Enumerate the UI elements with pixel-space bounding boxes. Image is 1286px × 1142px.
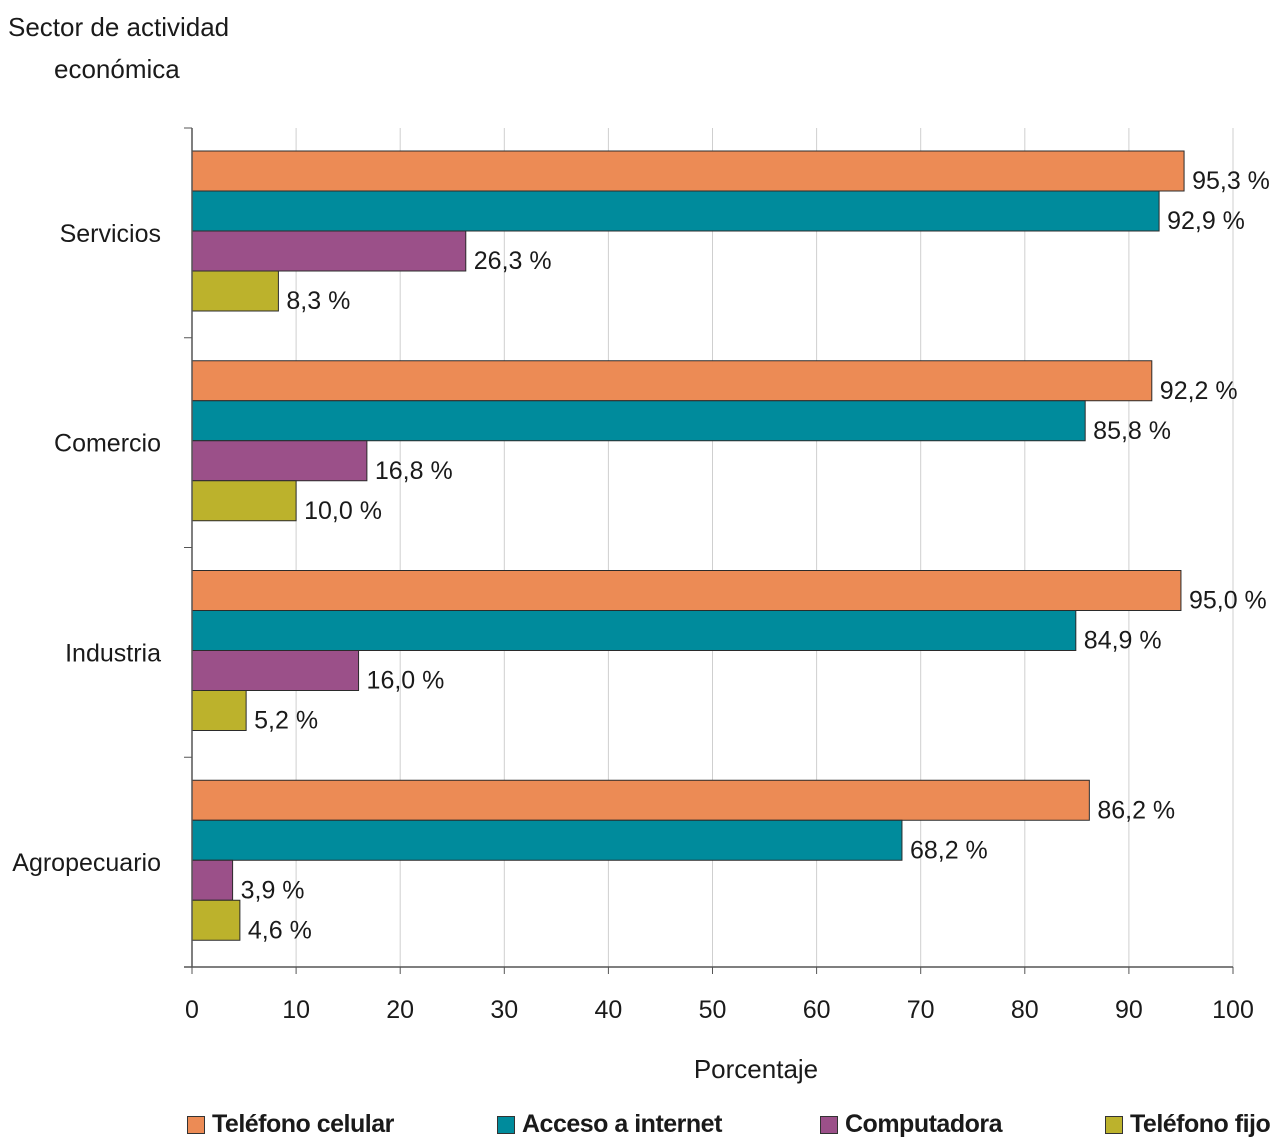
- category-label-agropecuario: Agropecuario: [12, 849, 161, 877]
- data-label-servicios-computadora: 26,3 %: [474, 247, 552, 275]
- x-tick-label-60: 60: [803, 996, 831, 1024]
- y-axis-title-line2: económica: [54, 54, 180, 84]
- bar-comercio-telefono-celular: [191, 360, 1153, 402]
- x-tick-label-80: 80: [1011, 996, 1039, 1024]
- x-tick-label-50: 50: [699, 996, 727, 1024]
- category-label-servicios: Servicios: [60, 220, 161, 248]
- x-tick-label-20: 20: [386, 996, 414, 1024]
- bar-agropecuario-telefono-celular: [191, 779, 1090, 821]
- data-label-comercio-telefono-fijo: 10,0 %: [304, 497, 382, 525]
- legend-swatch-telefono-celular: [187, 1115, 205, 1134]
- bar-industria-acceso-a-internet: [191, 610, 1077, 651]
- bar-industria-computadora: [191, 650, 360, 691]
- x-tick-label-30: 30: [490, 996, 518, 1024]
- x-axis-title: Porcentaje: [694, 1054, 818, 1084]
- bar-agropecuario-acceso-a-internet: [191, 819, 903, 861]
- legend-swatch-acceso-a-internet: [497, 1115, 515, 1134]
- legend-item-computadora: Computadora: [820, 1110, 1003, 1139]
- data-label-comercio-acceso-a-internet: 85,8 %: [1093, 417, 1171, 445]
- data-label-industria-computadora: 16,0 %: [367, 667, 445, 695]
- data-label-industria-telefono-celular: 95,0 %: [1189, 587, 1267, 615]
- data-label-industria-telefono-fijo: 5,2 %: [254, 707, 318, 735]
- bar-servicios-telefono-fijo: [191, 270, 279, 312]
- data-label-industria-acceso-a-internet: 84,9 %: [1084, 627, 1162, 655]
- legend: Teléfono celular Acceso a internet Compu…: [0, 1106, 1286, 1142]
- legend-item-telefono-fijo: Teléfono fijo: [1105, 1110, 1271, 1139]
- y-axis-title-line1: Sector de actividad: [8, 12, 229, 42]
- data-label-comercio-telefono-celular: 92,2 %: [1160, 377, 1238, 405]
- axes: 0 10 20 30 40 50 60 70 80 90 100 Servicios Comercio I…: [12, 127, 1254, 1024]
- category-label-comercio: Comercio: [54, 430, 161, 458]
- data-label-comercio-computadora: 16,8 %: [375, 457, 453, 485]
- data-label-servicios-telefono-fijo: 8,3 %: [286, 287, 350, 315]
- bar-comercio-acceso-a-internet: [191, 400, 1086, 442]
- category-label-industria: Industria: [65, 639, 161, 667]
- bar-servicios-telefono-celular: [191, 150, 1185, 192]
- data-label-agropecuario-telefono-celular: 86,2 %: [1097, 796, 1175, 824]
- legend-label-acceso-a-internet: Acceso a internet: [522, 1110, 722, 1138]
- legend-item-acceso-a-internet: Acceso a internet: [497, 1110, 722, 1139]
- bar-industria-telefono-celular: [191, 570, 1182, 611]
- bar-comercio-telefono-fijo: [191, 480, 297, 522]
- bar-comercio-computadora: [191, 440, 368, 482]
- x-tick-label-0: 0: [185, 996, 199, 1024]
- data-label-servicios-acceso-a-internet: 92,9 %: [1167, 207, 1245, 235]
- x-tick-label-100: 100: [1212, 996, 1254, 1024]
- data-label-agropecuario-computadora: 3,9 %: [241, 876, 305, 904]
- legend-label-telefono-fijo: Teléfono fijo: [1130, 1110, 1271, 1138]
- bar-industria-telefono-fijo: [191, 690, 247, 731]
- legend-swatch-telefono-fijo: [1105, 1115, 1123, 1134]
- bar-chart: Sector de actividad económica 95,3 % 92,9…: [8, 12, 1270, 1084]
- x-tick-label-40: 40: [594, 996, 622, 1024]
- data-label-agropecuario-acceso-a-internet: 68,2 %: [910, 836, 988, 864]
- legend-label-computadora: Computadora: [845, 1110, 1003, 1138]
- bar-agropecuario-computadora: [191, 859, 234, 901]
- data-label-servicios-telefono-celular: 95,3 %: [1192, 167, 1270, 195]
- legend-label-telefono-celular: Teléfono celular: [212, 1110, 394, 1138]
- bars: 95,3 % 92,9 % 26,3 % 8,3 % 92,2 % 85,8 % 16,8 …: [191, 150, 1270, 944]
- bar-agropecuario-telefono-fijo: [191, 899, 241, 941]
- x-tick-label-10: 10: [282, 996, 310, 1024]
- bar-servicios-acceso-a-internet: [191, 190, 1160, 232]
- x-tick-label-90: 90: [1115, 996, 1143, 1024]
- data-label-agropecuario-telefono-fijo: 4,6 %: [248, 916, 312, 944]
- legend-item-telefono-celular: Teléfono celular: [187, 1110, 394, 1139]
- legend-swatch-computadora: [820, 1115, 838, 1134]
- x-tick-label-70: 70: [907, 996, 935, 1024]
- bar-servicios-computadora: [191, 230, 467, 272]
